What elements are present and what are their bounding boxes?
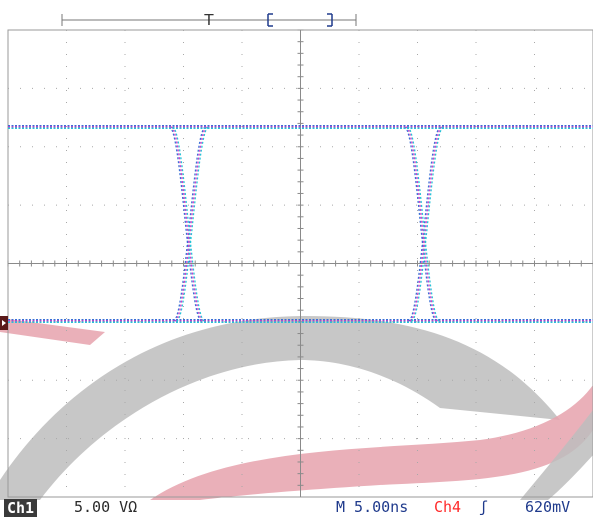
trigger-source-readout: Ch4	[434, 498, 462, 516]
record-view-bar: T	[61, 11, 357, 29]
trace-transition-edge	[405, 126, 439, 322]
trigger-position-marker[interactable]: T	[203, 11, 214, 29]
channel-badge[interactable]: Ch1	[4, 499, 38, 517]
graticule-grid	[7, 29, 593, 497]
trace-transition-edge	[172, 126, 205, 322]
trace-transition-edge	[408, 126, 441, 322]
status-bar: Ch1 5.00 VΩ M 5.00ns Ch4 ʃ 620mV	[0, 497, 593, 518]
eye-diagram-traces	[8, 125, 593, 324]
trigger-level-readout: 620mV	[525, 498, 571, 516]
timebase-readout: M 5.00ns	[336, 498, 409, 516]
trace-transition-edge	[407, 126, 440, 322]
watermark-red-band-bottom	[150, 385, 593, 500]
trace-transition-edge	[170, 126, 204, 322]
rising-edge-icon: ʃ	[479, 498, 489, 516]
watermark-gray-band-right	[520, 410, 593, 500]
trace-transition-edge	[174, 126, 208, 322]
watermark-gray-arc	[0, 315, 560, 500]
trace-transition-edge	[169, 126, 202, 322]
trace-transition-edge	[411, 126, 444, 322]
background-watermark	[0, 315, 593, 500]
vertical-scale-readout: 5.00 VΩ	[74, 498, 138, 516]
ground-level-marker[interactable]	[0, 316, 8, 330]
trace-transition-edge	[176, 126, 209, 322]
trace-transition-edge	[173, 126, 206, 322]
trace-transition-edge	[404, 126, 437, 322]
trace-transition-edge	[409, 126, 443, 322]
watermark-red-band-left	[0, 318, 105, 345]
